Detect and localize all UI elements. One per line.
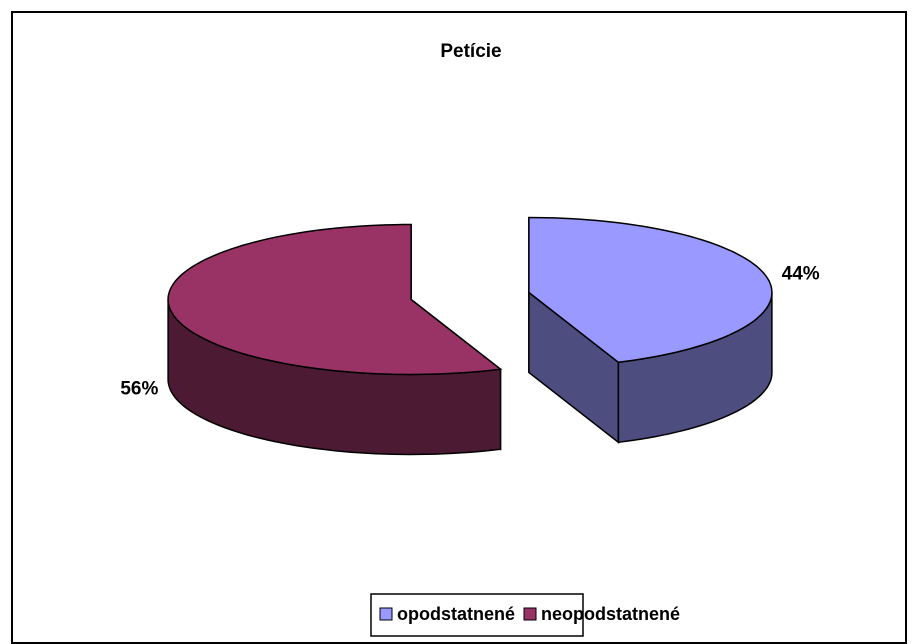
slice-top bbox=[167, 223, 503, 376]
chart-title: Petície bbox=[440, 41, 501, 62]
slice-top bbox=[528, 216, 773, 364]
pie-slice bbox=[528, 216, 773, 444]
data-label: 56% bbox=[120, 379, 158, 400]
data-label: 44% bbox=[782, 263, 820, 284]
legend-label: opodstatnené bbox=[397, 604, 515, 624]
legend-label: neopodstatnené bbox=[541, 604, 680, 624]
pie-slice bbox=[167, 223, 503, 456]
legend-swatch bbox=[379, 607, 393, 621]
legend-box bbox=[370, 593, 584, 637]
legend-swatch bbox=[523, 607, 537, 621]
